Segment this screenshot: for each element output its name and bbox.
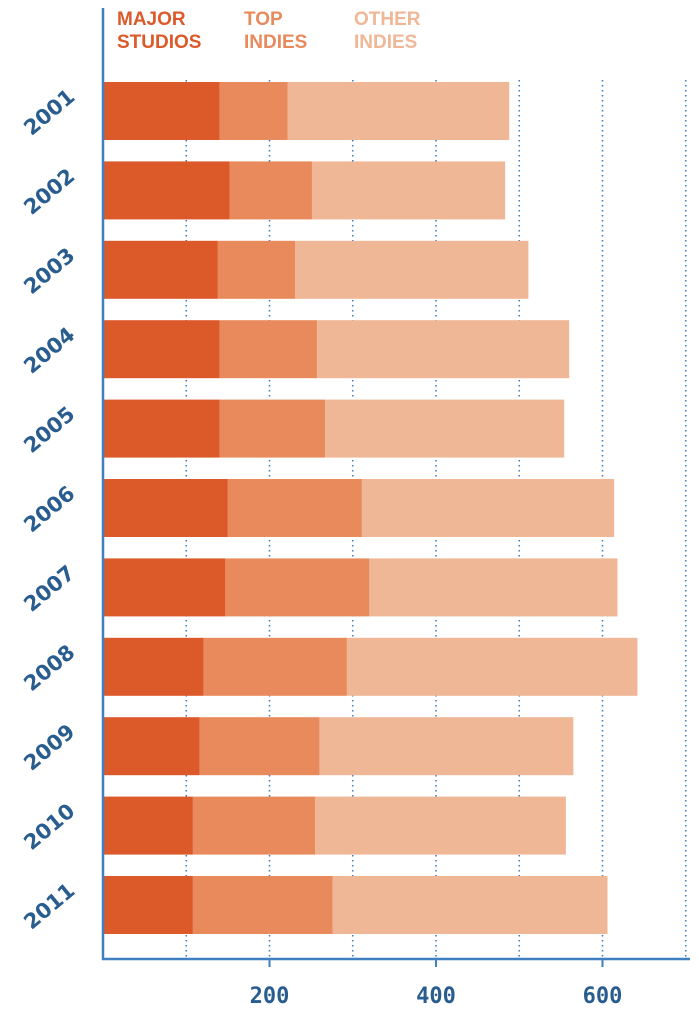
bar-segment (203, 637, 347, 696)
year-label: 2011 (19, 878, 79, 934)
bar-segment (316, 320, 570, 379)
bar-segment (103, 320, 220, 379)
bar-segment (217, 240, 296, 299)
year-label: 2003 (19, 243, 79, 299)
legend-label: TOP (244, 9, 283, 30)
x-tick-label: 600 (583, 984, 623, 1009)
bar-segment (103, 637, 204, 696)
bar-segment (103, 479, 228, 537)
bars (103, 82, 638, 934)
bar-segment (219, 320, 317, 379)
bar-segment (103, 82, 220, 140)
legend-item: TOP INDIES (244, 8, 307, 54)
labels: 200 400 600 2001 2002 2003 2004 2005 2006 2007 200… (19, 84, 622, 1009)
legend-item: MAJOR STUDIOS (117, 8, 201, 54)
year-label: 2002 (19, 164, 79, 220)
bar-segment (219, 82, 288, 140)
bar-segment (311, 161, 506, 220)
bar-segment (199, 717, 320, 776)
axes (101, 8, 690, 967)
bar-segment (192, 796, 316, 855)
legend-label: INDIES (354, 32, 418, 53)
year-label: 2009 (19, 719, 79, 775)
legend-label: INDIES (244, 32, 308, 53)
year-label: 2010 (19, 799, 79, 855)
bar-segment (103, 399, 220, 458)
bar-segment (225, 558, 370, 617)
bar-segment (103, 796, 193, 855)
bar-segment (219, 399, 326, 458)
legend-label: MAJOR (117, 9, 186, 30)
bar-segment (319, 717, 574, 776)
year-label: 2008 (19, 640, 79, 696)
legend-label: STUDIOS (117, 32, 202, 53)
bar-segment (325, 399, 565, 458)
legend-item: OTHER INDIES (354, 8, 421, 54)
x-tick-label: 400 (416, 984, 456, 1009)
bar-segment (103, 717, 200, 776)
bar-segment (227, 479, 362, 537)
bar-segment (192, 876, 333, 934)
bar-segment (229, 161, 312, 220)
legend-label: OTHER (354, 9, 421, 30)
bar-segment (103, 876, 193, 934)
bar-segment (332, 876, 608, 934)
bar-segment (103, 240, 218, 299)
bar-segment (103, 161, 230, 220)
bar-segment (361, 479, 615, 537)
bar-segment (315, 796, 566, 855)
year-label: 2007 (19, 561, 79, 617)
bar-segment (103, 558, 226, 617)
bar-segment (287, 82, 510, 140)
year-label: 2006 (19, 481, 79, 537)
gridlines (185, 80, 687, 958)
x-tick-label: 200 (250, 984, 290, 1009)
bar-segment (369, 558, 618, 617)
bar-segment (295, 240, 529, 299)
year-label: 2004 (19, 322, 79, 378)
year-label: 2001 (19, 84, 79, 140)
bar-segment (346, 637, 638, 696)
year-label: 2005 (19, 402, 79, 458)
